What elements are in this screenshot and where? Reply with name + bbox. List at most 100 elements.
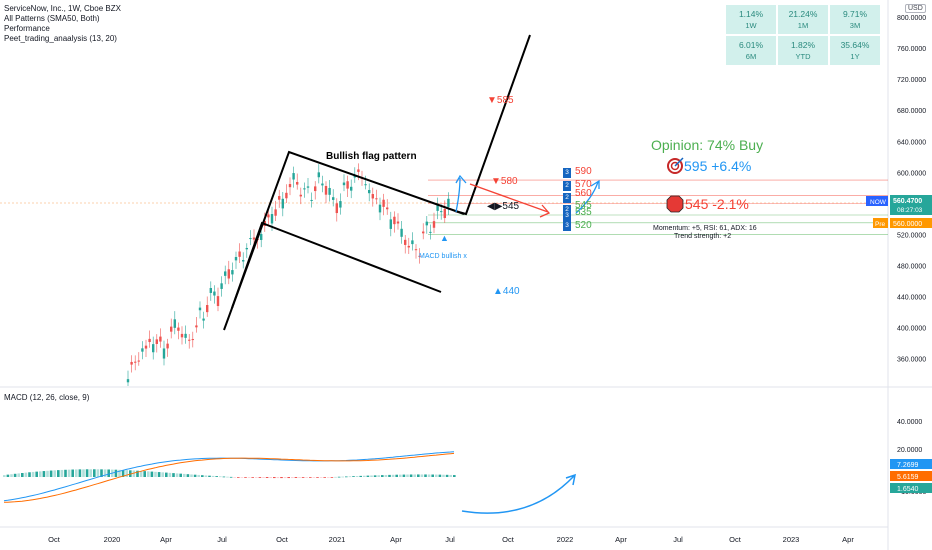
time-tick-label: Oct	[276, 535, 289, 544]
candle-body	[310, 199, 313, 201]
macd-bar	[262, 477, 265, 478]
macd-bar	[10, 474, 13, 477]
perf-value: 35.64%	[840, 40, 870, 50]
candle-body	[440, 211, 443, 213]
candle-body	[231, 270, 234, 275]
macd-bar	[366, 475, 370, 477]
candle-body	[126, 379, 130, 383]
time-tick-label: Jul	[673, 535, 683, 544]
bearish-arrow	[469, 183, 549, 213]
macd-legend[interactable]: MACD (12, 26, close, 9)	[4, 393, 90, 402]
level-520: 520	[575, 220, 592, 231]
macd-bar	[197, 474, 200, 477]
macd-bar	[186, 474, 190, 477]
macd-bar	[381, 475, 384, 477]
macd-bar	[3, 475, 6, 477]
macd-bar	[75, 469, 78, 477]
chart-legend: ServiceNow, Inc., 1W, Cboe BZX All Patte…	[4, 4, 121, 44]
perf-cell: 21.24% 1M	[778, 5, 828, 34]
flag-pattern[interactable]	[223, 34, 531, 331]
pre-price: 560.0000	[893, 221, 922, 228]
candle-body	[314, 186, 317, 192]
perf-cell: 35.64% 1Y	[830, 36, 880, 65]
macd-bar	[136, 470, 139, 477]
macd-bar	[409, 474, 413, 477]
price-axis[interactable]: 800.0000 760.0000 720.0000 680.0000 640.0000…	[897, 15, 926, 363]
symbol-title[interactable]: ServiceNow, Inc., 1W, Cboe BZX	[4, 4, 121, 13]
candle-body	[324, 185, 328, 195]
price-tick-label: 480.0000	[897, 263, 926, 270]
macd-bar	[402, 474, 406, 477]
level-tag: 3	[563, 168, 571, 178]
momentum-text: Momentum: +5, RSI: 61, ADX: 16	[653, 225, 757, 232]
signal-value-tag	[890, 471, 932, 481]
macd-bar	[255, 477, 258, 478]
mid-545-label: ◀▶545	[487, 201, 520, 212]
candle-body	[368, 189, 371, 194]
candle-body	[191, 339, 194, 341]
macd-bar	[49, 470, 53, 477]
candle-body	[396, 221, 400, 224]
trend-strength-text: Trend strength: +2	[674, 233, 731, 240]
macd-bar	[247, 477, 251, 478]
candle-body	[407, 245, 410, 248]
perf-value: 6.01%	[738, 40, 764, 50]
candle-body	[162, 348, 166, 359]
time-axis[interactable]: Oct 2020 Apr Jul Oct 2021 Apr Jul Oct 2022 Apr Jul O…	[48, 535, 854, 544]
candle-body	[353, 175, 356, 178]
macd-bar	[251, 477, 254, 478]
candle-body	[195, 325, 198, 328]
macd-forecast-arrow	[461, 473, 576, 514]
stop-icon	[666, 195, 684, 213]
target-icon	[667, 157, 684, 174]
macd-bar	[391, 474, 395, 477]
flag-lower-line[interactable]	[231, 221, 442, 309]
macd-bar	[453, 475, 456, 477]
macd-bar	[258, 477, 262, 478]
macd-bar	[233, 477, 236, 478]
price-tick-label: 520.0000	[897, 232, 926, 239]
time-tick-label: Oct	[729, 535, 742, 544]
indicator-performance[interactable]: Performance	[4, 24, 50, 33]
candle-body	[159, 336, 162, 342]
macd-bar	[13, 473, 17, 477]
level-tag: 3	[563, 211, 571, 221]
signal-value: 5.6159	[897, 474, 919, 481]
candle-body	[389, 219, 392, 229]
indicator-peet[interactable]: Peet_trading_anaalysis (13, 20)	[4, 34, 117, 43]
level-570: 570	[575, 179, 592, 190]
candle-body	[278, 196, 281, 200]
macd-tick-label: 20.0000	[897, 447, 922, 454]
perf-cell: 9.71% 3M	[830, 5, 880, 34]
candle-body	[443, 208, 446, 219]
macd-bar	[143, 471, 146, 477]
macd-bar	[427, 474, 431, 477]
macd-bar	[17, 473, 20, 477]
candle-body	[328, 187, 331, 195]
breakout-projection-line[interactable]	[454, 34, 531, 216]
macd-bar	[39, 471, 42, 477]
candle-body	[224, 271, 227, 276]
candle-body	[447, 198, 450, 207]
macd-bar	[93, 469, 96, 477]
macd-bar	[294, 477, 298, 478]
macd-bar	[316, 477, 319, 478]
candle-body	[414, 249, 418, 251]
indicator-patterns[interactable]: All Patterns (SMA50, Both)	[4, 14, 100, 23]
time-tick-label: 2022	[557, 535, 574, 544]
macd-bar	[165, 472, 168, 477]
macd-bar	[24, 472, 28, 477]
macd-bar	[67, 469, 71, 477]
macd-bar	[190, 474, 193, 477]
macd-bar	[337, 476, 341, 478]
perf-value: 9.71%	[842, 9, 868, 19]
candle-body	[155, 339, 158, 344]
currency-badge[interactable]: USD	[905, 4, 926, 13]
macd-bar	[46, 470, 49, 477]
price-tick-label: 720.0000	[897, 77, 926, 84]
macd-bar	[204, 475, 208, 477]
macd-bar	[420, 474, 424, 477]
price-tick-label: 440.0000	[897, 294, 926, 301]
macd-bar	[154, 471, 157, 477]
